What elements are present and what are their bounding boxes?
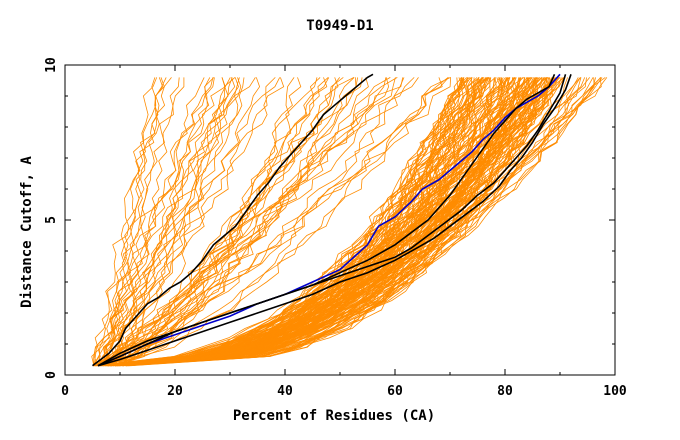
highlight-series-line bbox=[92, 73, 374, 367]
model-curve bbox=[96, 77, 555, 367]
model-curve bbox=[96, 77, 565, 367]
model-curve bbox=[95, 77, 564, 367]
model-curve bbox=[104, 77, 582, 367]
x-tick-label: 20 bbox=[167, 384, 183, 399]
model-curve bbox=[118, 77, 602, 367]
model-curve bbox=[110, 77, 608, 367]
model-curve bbox=[119, 77, 328, 367]
model-curve bbox=[105, 77, 579, 367]
y-tick-label: 10 bbox=[44, 57, 59, 73]
model-curve bbox=[93, 77, 546, 367]
model-curve bbox=[92, 77, 236, 366]
model-curve bbox=[97, 77, 603, 367]
model-curve bbox=[107, 77, 594, 367]
model-curve bbox=[113, 77, 415, 367]
model-curve bbox=[117, 77, 490, 367]
model-curve bbox=[95, 77, 449, 367]
model-curve bbox=[103, 77, 341, 367]
model-curve bbox=[115, 77, 528, 367]
background-model-curves bbox=[91, 77, 608, 367]
x-tick-label: 60 bbox=[387, 384, 403, 399]
model-curve bbox=[107, 77, 240, 366]
model-curve bbox=[97, 77, 285, 366]
highlight-series-line bbox=[97, 74, 567, 367]
model-curve bbox=[102, 77, 215, 367]
model-curve bbox=[118, 77, 556, 367]
model-curve bbox=[98, 77, 405, 367]
model-curve bbox=[108, 77, 562, 367]
x-tick-label: 80 bbox=[497, 384, 513, 399]
model-curve bbox=[103, 77, 330, 367]
model-curve bbox=[106, 77, 495, 367]
model-curve bbox=[100, 77, 596, 367]
model-curve bbox=[102, 77, 538, 367]
model-curve bbox=[114, 77, 547, 367]
model-curve bbox=[113, 77, 185, 366]
y-tick-label: 0 bbox=[44, 371, 59, 379]
highlight-curves bbox=[92, 73, 572, 367]
model-curve bbox=[107, 77, 602, 367]
x-axis-ticks: 0 20 40 60 80 100 bbox=[61, 65, 627, 399]
chart-title: T0949-D1 bbox=[306, 18, 373, 34]
x-tick-label: 40 bbox=[277, 384, 293, 399]
model-curve bbox=[100, 77, 398, 367]
model-curve bbox=[108, 77, 475, 367]
model-curve bbox=[109, 77, 281, 366]
model-curve bbox=[114, 77, 302, 367]
model-curve bbox=[100, 77, 404, 367]
model-curve bbox=[128, 77, 480, 367]
model-curve bbox=[123, 77, 511, 367]
model-curve bbox=[92, 77, 239, 366]
model-curve bbox=[102, 77, 180, 366]
model-curve bbox=[119, 77, 318, 366]
model-curve bbox=[112, 77, 449, 367]
model-curve bbox=[106, 77, 167, 366]
model-curve bbox=[113, 77, 236, 366]
model-curve bbox=[114, 77, 451, 367]
model-curve bbox=[94, 77, 166, 366]
model-curve bbox=[107, 77, 261, 366]
model-curve bbox=[93, 77, 172, 366]
model-curve bbox=[115, 77, 358, 367]
model-curve bbox=[101, 77, 355, 367]
model-curve bbox=[98, 77, 396, 367]
y-axis-ticks: 0 5 10 bbox=[44, 57, 615, 379]
model-curve bbox=[101, 77, 226, 366]
model-curve bbox=[118, 77, 568, 367]
model-curve bbox=[101, 77, 355, 367]
model-curve bbox=[107, 77, 229, 366]
model-curve bbox=[107, 77, 357, 366]
x-tick-label: 0 bbox=[61, 384, 69, 399]
x-axis-label: Percent of Residues (CA) bbox=[233, 408, 435, 424]
x-tick-label: 100 bbox=[603, 384, 627, 399]
y-tick-label: 5 bbox=[44, 216, 59, 224]
model-curve bbox=[95, 77, 205, 366]
highlight-series-line bbox=[97, 74, 572, 367]
y-axis-label: Distance Cutoff, A bbox=[19, 156, 35, 308]
